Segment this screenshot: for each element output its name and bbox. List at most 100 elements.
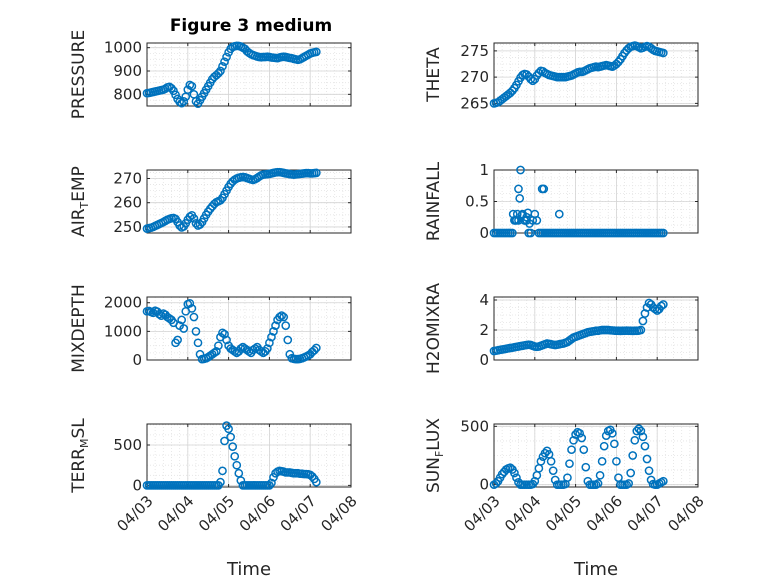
y-tick-label: 260 bbox=[113, 194, 142, 212]
data-point bbox=[597, 456, 607, 466]
x-tick-label: 04/03 bbox=[113, 492, 156, 535]
y-tick-label: 270 bbox=[460, 68, 489, 86]
marker-series bbox=[489, 165, 668, 238]
data-point bbox=[218, 466, 227, 476]
data-point bbox=[214, 341, 223, 351]
y-tick-label: 500 bbox=[460, 417, 489, 435]
data-point bbox=[638, 432, 648, 442]
y-tick-label: 275 bbox=[460, 42, 489, 60]
data-point bbox=[614, 473, 623, 483]
data-point bbox=[532, 216, 542, 225]
data-point bbox=[156, 311, 166, 320]
data-point bbox=[265, 338, 274, 348]
marker-series bbox=[142, 298, 321, 364]
data-point bbox=[232, 460, 242, 470]
marker-series bbox=[142, 41, 321, 109]
y-tick-label: 0.5 bbox=[465, 193, 489, 211]
marker-series bbox=[489, 41, 668, 108]
x-tick-label: 04/04 bbox=[154, 492, 197, 535]
y-tick-label: 0 bbox=[132, 476, 142, 494]
data-point bbox=[189, 312, 199, 322]
data-point bbox=[658, 476, 668, 486]
x-tick-label: 04/06 bbox=[236, 492, 279, 535]
data-point bbox=[540, 448, 550, 458]
data-point bbox=[581, 462, 591, 472]
data-point bbox=[185, 212, 195, 222]
y-axis-label: PRESSURE bbox=[69, 30, 89, 119]
data-point bbox=[658, 48, 668, 58]
data-point bbox=[525, 219, 534, 228]
subplot-4: 0 0.5 1 RAINFALL bbox=[424, 161, 699, 242]
data-point bbox=[212, 347, 221, 356]
data-point bbox=[185, 298, 195, 308]
data-point bbox=[567, 445, 576, 455]
data-point bbox=[189, 214, 199, 223]
data-point bbox=[277, 311, 286, 320]
marker-series bbox=[489, 298, 668, 356]
data-point bbox=[267, 332, 276, 342]
data-point bbox=[638, 316, 648, 326]
y-axis-label: RAINFALL bbox=[424, 161, 444, 241]
data-point bbox=[516, 165, 525, 175]
y-axis-label: SUNFLUX bbox=[424, 418, 446, 493]
data-point bbox=[514, 184, 523, 194]
data-point bbox=[607, 428, 617, 438]
figure-title: Figure 3 medium bbox=[170, 16, 332, 36]
subplot-8: 0 500 SUNFLUX 04/0304/0404/0504/0604/0704/0… bbox=[424, 417, 708, 580]
y-tick-label: 0 bbox=[479, 351, 489, 369]
y-axis-label: MIXDEPTH bbox=[69, 284, 89, 373]
data-point bbox=[658, 300, 668, 309]
y-tick-label: 2000 bbox=[104, 294, 142, 312]
data-point bbox=[548, 466, 558, 476]
data-point bbox=[263, 344, 272, 353]
data-point bbox=[220, 436, 229, 446]
x-tick-label: 04/05 bbox=[195, 492, 238, 535]
data-point bbox=[191, 96, 201, 106]
data-point bbox=[534, 463, 544, 473]
data-point bbox=[534, 68, 544, 78]
x-tick-label: 04/07 bbox=[624, 492, 667, 535]
data-point bbox=[640, 441, 650, 451]
data-point bbox=[510, 468, 519, 478]
data-point bbox=[224, 424, 233, 434]
x-tick-label: 04/07 bbox=[277, 492, 320, 535]
data-point bbox=[658, 228, 668, 238]
data-point bbox=[195, 220, 205, 229]
y-tick-label: 2 bbox=[479, 321, 489, 339]
y-tick-label: 1000 bbox=[104, 322, 142, 340]
data-point bbox=[216, 477, 225, 487]
data-point bbox=[579, 445, 589, 455]
data-point bbox=[216, 66, 225, 76]
data-point bbox=[209, 348, 219, 358]
data-point bbox=[505, 463, 515, 473]
axes-box bbox=[493, 42, 699, 107]
data-point bbox=[595, 470, 605, 480]
data-point bbox=[154, 309, 164, 319]
data-point bbox=[187, 81, 197, 91]
data-point bbox=[642, 454, 652, 464]
data-point bbox=[575, 428, 585, 438]
y-tick-label: 0 bbox=[479, 224, 489, 242]
data-point bbox=[536, 456, 546, 466]
axes-box bbox=[146, 296, 352, 361]
x-axis-label: Time bbox=[573, 559, 618, 580]
data-point bbox=[628, 451, 638, 460]
data-point bbox=[508, 228, 517, 238]
data-point bbox=[271, 321, 280, 330]
data-point bbox=[279, 312, 289, 322]
data-point bbox=[644, 466, 654, 476]
marker-series bbox=[489, 424, 668, 490]
data-point bbox=[222, 52, 231, 62]
data-point bbox=[528, 76, 538, 86]
data-point bbox=[222, 335, 231, 345]
subplot-1: 800 900 1000 PRESSURE bbox=[69, 30, 352, 119]
axes-box bbox=[146, 169, 352, 234]
data-point bbox=[281, 321, 291, 330]
data-point bbox=[269, 327, 278, 336]
y-tick-label: 500 bbox=[113, 436, 142, 454]
data-point bbox=[515, 194, 525, 203]
data-point bbox=[220, 57, 229, 67]
data-point bbox=[523, 208, 533, 218]
data-point bbox=[593, 479, 603, 488]
